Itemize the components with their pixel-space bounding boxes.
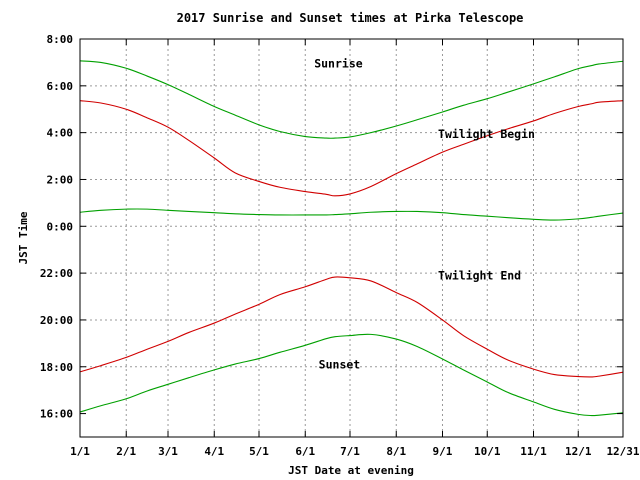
series-line-twilight-begin (79, 100, 624, 197)
y-axis-label: JST Time (17, 211, 30, 264)
y-tick-label: 22:00 (40, 267, 73, 280)
y-tick-label: 20:00 (40, 314, 73, 327)
plot-frame (79, 38, 624, 438)
x-tick-label: 8/1 (386, 445, 406, 458)
x-tick-label: 3/1 (158, 445, 178, 458)
y-tick-label: 2:00 (47, 173, 74, 186)
x-tick-label: 6/1 (295, 445, 315, 458)
x-tick-label: 10/1 (474, 445, 501, 458)
series-label-sunset: Sunset (319, 357, 361, 371)
y-tick-label: 16:00 (40, 408, 73, 421)
series-label-twilight-end: Twilight End (438, 268, 521, 282)
grid-lines (80, 39, 623, 437)
chart-title: 2017 Sunrise and Sunset times at Pirka T… (177, 11, 524, 25)
y-tick-label: 18:00 (40, 361, 73, 374)
series-line-twilight-end (79, 276, 624, 378)
x-tick-label: 9/1 (433, 445, 453, 458)
y-tick-label: 4:00 (47, 127, 74, 140)
x-tick-label: 11/1 (520, 445, 547, 458)
series-label-twilight-begin: Twilight Begin (438, 127, 535, 141)
x-tick-label: 7/1 (340, 445, 360, 458)
x-tick-label: 4/1 (204, 445, 224, 458)
y-tick-label: 6:00 (47, 80, 74, 93)
series-line-sunset (79, 333, 624, 417)
y-tick-label: 0:00 (47, 220, 74, 233)
x-axis-label: JST Date at evening (288, 464, 414, 477)
x-tick-label: 12/31 (606, 445, 639, 458)
series-line-midnight (79, 208, 624, 221)
y-tick-label: 8:00 (47, 33, 74, 46)
x-tick-label: 1/1 (70, 445, 90, 458)
series-line-sunrise (79, 60, 624, 139)
series-group (79, 60, 624, 417)
series-labels: Sunrise Twilight Begin Twilight End Sunset (314, 57, 535, 372)
x-tick-label: 2/1 (116, 445, 136, 458)
x-tick-label: 12/1 (565, 445, 592, 458)
series-label-sunrise: Sunrise (314, 57, 363, 71)
x-tick-label: 5/1 (249, 445, 269, 458)
axis-ticks: 1/1 2/1 3/1 4/1 5/1 6/1 7/1 8/1 9/1 10/1 11/1 12/1 1… (40, 33, 640, 458)
